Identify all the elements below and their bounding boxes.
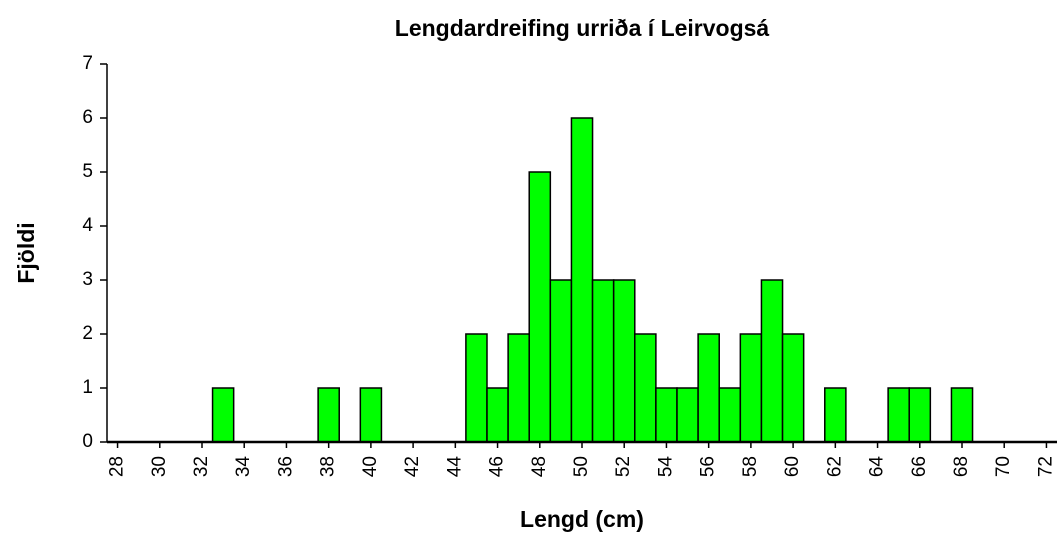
x-tick-label: 32 <box>191 456 212 477</box>
bar <box>486 387 509 443</box>
bar <box>317 387 340 443</box>
bar <box>887 387 910 443</box>
y-tick-label: 4 <box>82 215 93 236</box>
bar <box>465 333 488 443</box>
bar <box>528 171 552 443</box>
x-tick-label: 62 <box>824 456 845 477</box>
x-tick-label: 66 <box>909 456 930 477</box>
bar <box>591 279 615 443</box>
bar <box>634 333 657 443</box>
bar <box>760 279 784 443</box>
x-tick-label: 48 <box>529 456 550 477</box>
x-tick-label: 68 <box>951 456 972 477</box>
bar <box>507 333 530 443</box>
y-axis-label: Fjöldi <box>13 222 39 283</box>
x-tick-label: 54 <box>655 456 676 478</box>
x-tick-label: 60 <box>782 456 803 477</box>
x-tick-label: 34 <box>233 456 254 478</box>
x-tick-label: 40 <box>360 456 381 477</box>
y-tick-label: 7 <box>82 53 93 74</box>
chart-title: Lengdardreifing urriða í Leirvogsá <box>395 15 770 41</box>
x-tick-label: 52 <box>613 456 634 477</box>
bar <box>359 387 383 443</box>
bar <box>612 279 636 443</box>
x-tick-label: 50 <box>571 456 592 477</box>
bar <box>549 279 573 443</box>
x-tick-label: 44 <box>444 456 465 478</box>
x-tick-label: 36 <box>275 456 296 477</box>
x-tick-label: 64 <box>867 456 888 478</box>
x-tick-label: 56 <box>698 456 719 477</box>
y-tick-label: 5 <box>82 161 93 182</box>
bar <box>676 387 699 443</box>
x-tick-label: 58 <box>740 456 761 477</box>
x-tick-label: 46 <box>487 456 508 477</box>
x-tick-label: 42 <box>402 456 423 477</box>
x-tick-label: 70 <box>993 456 1014 477</box>
bar <box>739 333 763 443</box>
bar <box>570 117 594 443</box>
y-tick-label: 0 <box>82 431 93 452</box>
bar <box>824 387 847 443</box>
y-tick-label: 2 <box>82 323 93 344</box>
x-tick-label: 38 <box>318 456 339 477</box>
bar <box>950 387 974 443</box>
x-axis-label: Lengd (cm) <box>520 506 644 532</box>
bar <box>718 387 742 443</box>
y-tick-label: 6 <box>82 107 93 128</box>
bar <box>211 387 235 443</box>
bar <box>697 333 720 443</box>
x-tick-label: 30 <box>149 456 170 477</box>
bar <box>781 333 805 443</box>
x-tick-label: 28 <box>107 456 128 477</box>
y-tick-label: 3 <box>82 269 93 290</box>
bar <box>908 387 932 443</box>
bar <box>655 387 678 443</box>
y-tick-label: 1 <box>82 377 93 398</box>
x-tick-label: 72 <box>1035 456 1056 477</box>
